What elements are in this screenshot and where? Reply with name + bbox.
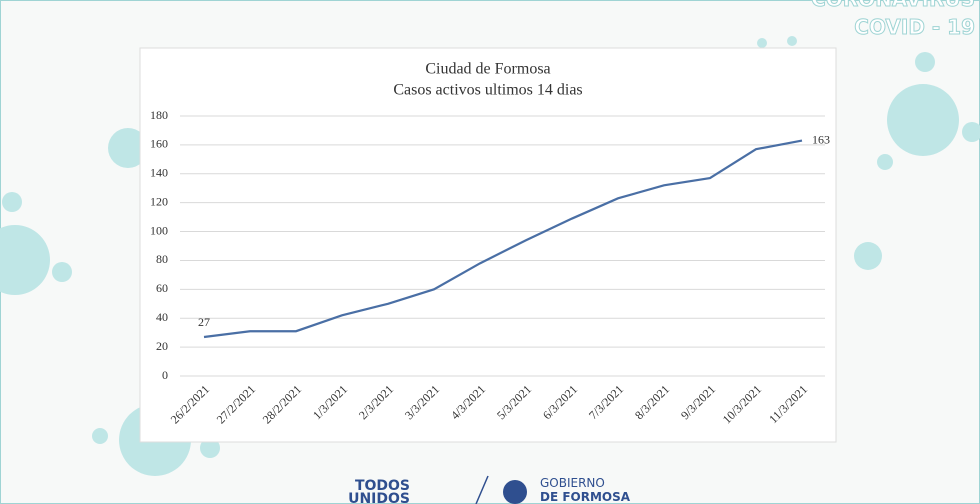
virus [877, 154, 893, 170]
data-label: 163 [812, 132, 830, 146]
y-tick-label: 160 [150, 137, 168, 151]
emblem [503, 480, 527, 504]
footer-left: UNIDOS [348, 491, 410, 504]
footer-right: DE FORMOSA [540, 490, 631, 504]
y-tick-label: 20 [156, 339, 168, 353]
chart-area [139, 47, 837, 443]
virus [854, 242, 882, 270]
virus [787, 36, 797, 46]
virus [887, 84, 959, 156]
virus [52, 262, 72, 282]
virus [0, 225, 50, 295]
footer-left: TODOS [355, 478, 410, 494]
chart-subtitle: Casos activos ultimos 14 dias [393, 82, 582, 99]
virus [92, 428, 108, 444]
y-tick-label: 80 [156, 252, 168, 266]
y-tick-label: 0 [162, 368, 168, 382]
brand: CORONAVIRUS [811, 0, 975, 11]
separator [475, 475, 489, 504]
footer-right: GOBIERNO [540, 476, 605, 490]
virus [2, 192, 22, 212]
brand-tag: COVID - 19 [854, 15, 975, 39]
line [203, 139, 803, 339]
y-tick-label: 40 [156, 310, 168, 324]
y-tick-label: 60 [156, 281, 168, 295]
virus [200, 438, 220, 458]
y-tick-label: 120 [150, 194, 168, 208]
y-tick-label: 140 [150, 166, 168, 180]
data-label: 27 [198, 315, 210, 329]
chart: Ciudad de Formosa Casos activos ultimos … [139, 47, 837, 443]
virus [962, 122, 980, 142]
y-tick-label: 100 [150, 223, 168, 237]
virus [915, 52, 935, 72]
chart-title: Ciudad de Formosa [425, 61, 550, 78]
virus [757, 38, 767, 48]
virus [108, 128, 148, 168]
y-tick-label: 180 [150, 108, 168, 122]
